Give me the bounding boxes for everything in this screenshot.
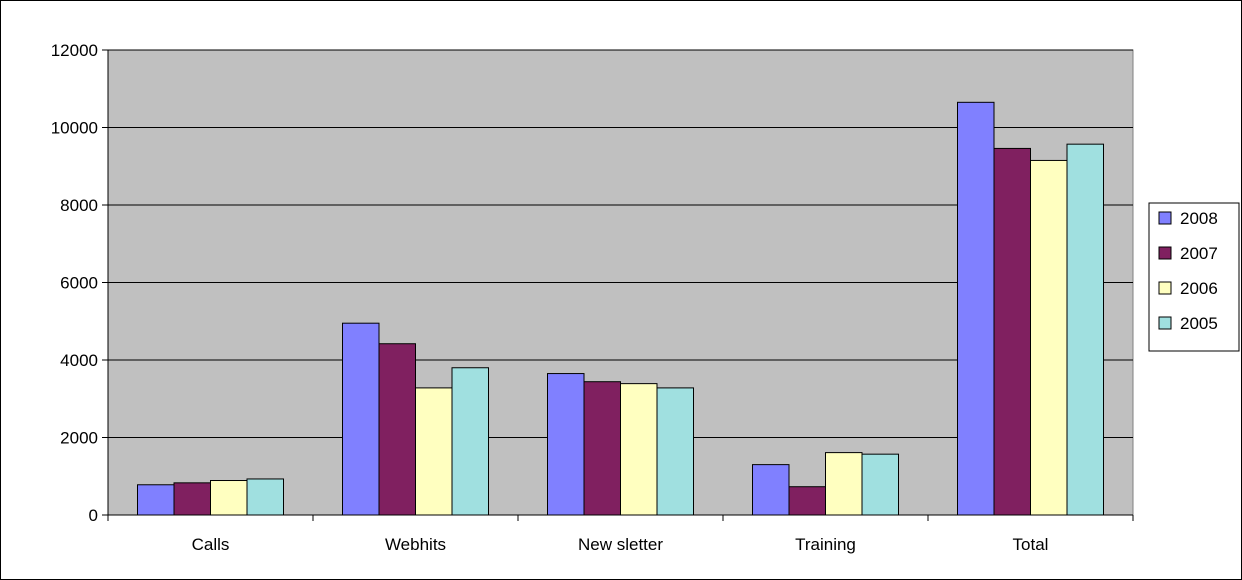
x-axis-ticks: Calls Webhits New sletter Training Total bbox=[107, 515, 1134, 554]
legend-label-2008: 2008 bbox=[1180, 209, 1218, 228]
legend-label-2005: 2005 bbox=[1180, 314, 1218, 333]
bar-new-sletter-2008 bbox=[547, 373, 585, 516]
bar-new-sletter-2006 bbox=[620, 383, 658, 516]
y-tick-label: 0 bbox=[89, 506, 98, 525]
y-tick-label: 6000 bbox=[60, 274, 98, 293]
legend-items: 2008 2007 2006 2005 bbox=[1158, 209, 1218, 333]
legend-label-2006: 2006 bbox=[1180, 279, 1218, 298]
legend: 2008 2007 2006 2005 bbox=[1148, 202, 1240, 352]
bar-webhits-2006 bbox=[415, 387, 453, 516]
bar-training-2007 bbox=[788, 486, 826, 516]
y-tick-label: 4000 bbox=[60, 351, 98, 370]
bar-total-2007 bbox=[993, 147, 1031, 516]
bar-calls-2007 bbox=[173, 482, 211, 516]
y-tick-label: 10000 bbox=[51, 119, 98, 138]
x-tick-label: Training bbox=[795, 535, 856, 554]
y-axis-ticks: 0 2000 4000 6000 8000 10000 12000 bbox=[51, 41, 108, 525]
bar-webhits-2005 bbox=[451, 367, 489, 516]
y-tick-label: 8000 bbox=[60, 196, 98, 215]
bar-calls-2008 bbox=[137, 484, 175, 516]
y-tick-label: 2000 bbox=[60, 429, 98, 448]
x-tick-label: Total bbox=[1013, 535, 1049, 554]
bar-training-2008 bbox=[752, 464, 790, 516]
bar-training-2006 bbox=[825, 452, 863, 516]
x-tick-label: Webhits bbox=[385, 535, 446, 554]
bar-training-2005 bbox=[861, 453, 899, 516]
legend-swatch-2008 bbox=[1158, 211, 1172, 225]
legend-swatch-2006 bbox=[1158, 281, 1172, 295]
bar-webhits-2008 bbox=[342, 322, 380, 516]
bar-total-2006 bbox=[1030, 159, 1068, 516]
bars bbox=[137, 101, 1104, 516]
bar-calls-2005 bbox=[246, 478, 284, 516]
legend-label-2007: 2007 bbox=[1180, 244, 1218, 263]
x-tick-label: New sletter bbox=[578, 535, 663, 554]
bar-new-sletter-2007 bbox=[583, 381, 621, 516]
legend-swatch-2007 bbox=[1158, 246, 1172, 260]
bar-webhits-2007 bbox=[378, 343, 416, 516]
bar-new-sletter-2005 bbox=[656, 387, 694, 516]
x-tick-label: Calls bbox=[192, 535, 230, 554]
legend-swatch-2005 bbox=[1158, 316, 1172, 330]
bar-total-2008 bbox=[957, 101, 995, 516]
bar-calls-2006 bbox=[210, 480, 248, 516]
bar-total-2005 bbox=[1066, 143, 1104, 516]
y-tick-label: 12000 bbox=[51, 41, 98, 60]
